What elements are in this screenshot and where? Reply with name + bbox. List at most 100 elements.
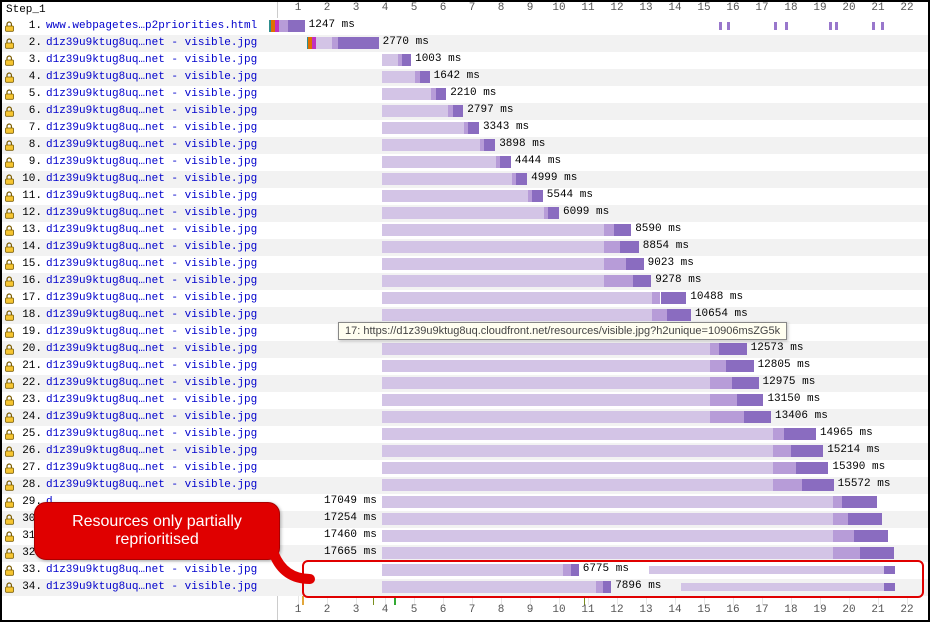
request-url[interactable]: d1z39u9ktug8uq…net - visible.jpg (46, 256, 257, 273)
request-url[interactable]: d1z39u9ktug8uq…net - visible.jpg (46, 290, 257, 307)
timing-label: 1003 ms (415, 53, 461, 65)
request-label-row[interactable]: 15.d1z39u9ktug8uq…net - visible.jpg (2, 256, 278, 273)
request-label-row[interactable]: 4.d1z39u9ktug8uq…net - visible.jpg (2, 69, 278, 86)
request-url[interactable]: d1z39u9ktug8uq…net - visible.jpg (46, 341, 257, 358)
request-label-row[interactable]: 16.d1z39u9ktug8uq…net - visible.jpg (2, 273, 278, 290)
waterfall-row[interactable]: 17254 ms (278, 511, 928, 528)
waterfall-row[interactable]: 12975 ms (278, 375, 928, 392)
request-label-row[interactable]: 9.d1z39u9ktug8uq…net - visible.jpg (2, 154, 278, 171)
waterfall-row[interactable]: 9278 ms (278, 273, 928, 290)
request-url[interactable]: www.webpagetes…p2priorities.html (46, 18, 257, 35)
bar-segment (633, 275, 652, 287)
request-url[interactable]: d1z39u9ktug8uq…net - visible.jpg (46, 35, 257, 52)
bar-segment (726, 360, 754, 372)
axis-tick: 22 (900, 604, 913, 616)
request-url[interactable]: d1z39u9ktug8uq…net - visible.jpg (46, 154, 257, 171)
request-label-row[interactable]: 20.d1z39u9ktug8uq…net - visible.jpg (2, 341, 278, 358)
request-label-row[interactable]: 11.d1z39u9ktug8uq…net - visible.jpg (2, 188, 278, 205)
layout-shift-tick (774, 22, 777, 30)
request-label-row[interactable]: 26.d1z39u9ktug8uq…net - visible.jpg (2, 443, 278, 460)
waterfall-row[interactable]: 1642 ms (278, 69, 928, 86)
request-url[interactable]: d1z39u9ktug8uq…net - visible.jpg (46, 392, 257, 409)
request-label-row[interactable]: 23.d1z39u9ktug8uq…net - visible.jpg (2, 392, 278, 409)
request-url[interactable]: d1z39u9ktug8uq…net - visible.jpg (46, 375, 257, 392)
waterfall-row[interactable]: 14965 ms (278, 426, 928, 443)
request-url[interactable]: d1z39u9ktug8uq…net - visible.jpg (46, 137, 257, 154)
waterfall-row[interactable]: 17049 ms (278, 494, 928, 511)
waterfall-row[interactable]: 10488 ms (278, 290, 928, 307)
timing-label: 4999 ms (531, 172, 577, 184)
request-label-row[interactable]: 6.d1z39u9ktug8uq…net - visible.jpg (2, 103, 278, 120)
request-label-row[interactable]: 14.d1z39u9ktug8uq…net - visible.jpg (2, 239, 278, 256)
request-label-row[interactable]: 17.d1z39u9ktug8uq…net - visible.jpg (2, 290, 278, 307)
request-label-row[interactable]: 34.d1z39u9ktug8uq…net - visible.jpg (2, 579, 278, 596)
request-url[interactable]: d1z39u9ktug8uq…net - visible.jpg (46, 579, 257, 596)
request-url[interactable]: d1z39u9ktug8uq…net - visible.jpg (46, 443, 257, 460)
layout-shift-tick (872, 22, 875, 30)
request-url[interactable]: d1z39u9ktug8uq…net - visible.jpg (46, 324, 257, 341)
request-label-row[interactable]: 22.d1z39u9ktug8uq…net - visible.jpg (2, 375, 278, 392)
waterfall-row[interactable]: 17460 ms (278, 528, 928, 545)
request-url[interactable]: d1z39u9ktug8uq…net - visible.jpg (46, 171, 257, 188)
request-label-row[interactable]: 33.d1z39u9ktug8uq…net - visible.jpg (2, 562, 278, 579)
request-label-row[interactable]: 25.d1z39u9ktug8uq…net - visible.jpg (2, 426, 278, 443)
request-label-row[interactable]: 28.d1z39u9ktug8uq…net - visible.jpg (2, 477, 278, 494)
request-url[interactable]: d1z39u9ktug8uq…net - visible.jpg (46, 426, 257, 443)
request-url[interactable]: d1z39u9ktug8uq…net - visible.jpg (46, 222, 257, 239)
request-label-row[interactable]: 8.d1z39u9ktug8uq…net - visible.jpg (2, 137, 278, 154)
request-url[interactable]: d1z39u9ktug8uq…net - visible.jpg (46, 52, 257, 69)
waterfall-row[interactable]: 6099 ms (278, 205, 928, 222)
layout-shift-tick (785, 22, 788, 30)
request-label-row[interactable]: 1.www.webpagetes…p2priorities.html (2, 18, 278, 35)
waterfall-row[interactable]: 2797 ms (278, 103, 928, 120)
waterfall-row[interactable]: 3343 ms (278, 120, 928, 137)
request-label-row[interactable]: 24.d1z39u9ktug8uq…net - visible.jpg (2, 409, 278, 426)
request-label-row[interactable]: 19.d1z39u9ktug8uq…net - visible.jpg (2, 324, 278, 341)
waterfall-row[interactable]: 13150 ms (278, 392, 928, 409)
request-url[interactable]: d1z39u9ktug8uq…net - visible.jpg (46, 409, 257, 426)
request-url[interactable]: d1z39u9ktug8uq…net - visible.jpg (46, 562, 257, 579)
request-url[interactable]: d1z39u9ktug8uq…net - visible.jpg (46, 477, 257, 494)
request-url[interactable]: d1z39u9ktug8uq…net - visible.jpg (46, 358, 257, 375)
waterfall-row[interactable]: 8590 ms (278, 222, 928, 239)
waterfall-row[interactable]: 3898 ms (278, 137, 928, 154)
request-label-row[interactable]: 27.d1z39u9ktug8uq…net - visible.jpg (2, 460, 278, 477)
request-url[interactable]: d1z39u9ktug8uq…net - visible.jpg (46, 205, 257, 222)
request-label-row[interactable]: 7.d1z39u9ktug8uq…net - visible.jpg (2, 120, 278, 137)
waterfall-row[interactable]: 15390 ms (278, 460, 928, 477)
request-url[interactable]: d1z39u9ktug8uq…net - visible.jpg (46, 103, 257, 120)
waterfall-row[interactable]: 15572 ms (278, 477, 928, 494)
waterfall-row[interactable]: 4999 ms (278, 171, 928, 188)
waterfall-row[interactable]: 1003 ms (278, 52, 928, 69)
waterfall-row[interactable]: 1247 ms (278, 18, 928, 35)
request-label-row[interactable]: 3.d1z39u9ktug8uq…net - visible.jpg (2, 52, 278, 69)
request-url[interactable]: d1z39u9ktug8uq…net - visible.jpg (46, 239, 257, 256)
bar-segment (382, 445, 773, 457)
waterfall-row[interactable]: 2210 ms (278, 86, 928, 103)
timing-label: 15572 ms (838, 478, 891, 490)
request-label-row[interactable]: 18.d1z39u9ktug8uq…net - visible.jpg (2, 307, 278, 324)
request-label-row[interactable]: 5.d1z39u9ktug8uq…net - visible.jpg (2, 86, 278, 103)
waterfall-row[interactable]: 9023 ms (278, 256, 928, 273)
request-url[interactable]: d1z39u9ktug8uq…net - visible.jpg (46, 120, 257, 137)
waterfall-row[interactable]: 12805 ms (278, 358, 928, 375)
waterfall-row[interactable]: 13406 ms (278, 409, 928, 426)
waterfall-row[interactable]: 2770 ms (278, 35, 928, 52)
waterfall-row[interactable]: 8854 ms (278, 239, 928, 256)
request-url[interactable]: d1z39u9ktug8uq…net - visible.jpg (46, 273, 257, 290)
request-label-row[interactable]: 2.d1z39u9ktug8uq…net - visible.jpg (2, 35, 278, 52)
request-url[interactable]: d1z39u9ktug8uq…net - visible.jpg (46, 188, 257, 205)
request-url[interactable]: d1z39u9ktug8uq…net - visible.jpg (46, 86, 257, 103)
request-label-row[interactable]: 13.d1z39u9ktug8uq…net - visible.jpg (2, 222, 278, 239)
request-label-row[interactable]: 12.d1z39u9ktug8uq…net - visible.jpg (2, 205, 278, 222)
axis-tick: 15 (697, 604, 710, 616)
waterfall-row[interactable]: 12573 ms (278, 341, 928, 358)
request-label-row[interactable]: 10.d1z39u9ktug8uq…net - visible.jpg (2, 171, 278, 188)
request-url[interactable]: d1z39u9ktug8uq…net - visible.jpg (46, 307, 257, 324)
waterfall-row[interactable]: 15214 ms (278, 443, 928, 460)
waterfall-row[interactable]: 4444 ms (278, 154, 928, 171)
request-url[interactable]: d1z39u9ktug8uq…net - visible.jpg (46, 69, 257, 86)
request-url[interactable]: d1z39u9ktug8uq…net - visible.jpg (46, 460, 257, 477)
waterfall-row[interactable]: 5544 ms (278, 188, 928, 205)
request-label-row[interactable]: 21.d1z39u9ktug8uq…net - visible.jpg (2, 358, 278, 375)
